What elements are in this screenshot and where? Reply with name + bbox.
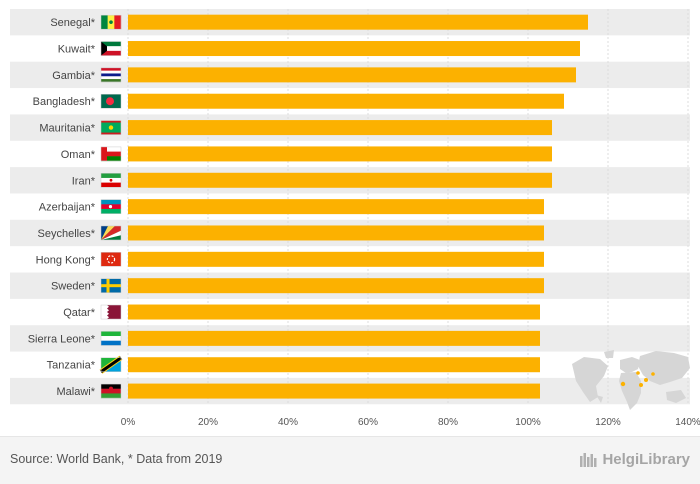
category-label: Iran* (72, 175, 96, 187)
library-books-icon (580, 453, 597, 467)
x-tick-label: 80% (438, 417, 458, 428)
category-label: Seychelles* (38, 228, 96, 240)
brand-logo: HelgiLibrary (579, 448, 690, 470)
bar (128, 93, 564, 109)
category-label: Oman* (61, 149, 96, 161)
bar (128, 357, 540, 373)
x-tick-label: 60% (358, 417, 378, 428)
bar (128, 251, 544, 267)
world-map-icon (572, 350, 690, 410)
bar (128, 199, 544, 215)
seychelles-flag-icon (100, 225, 122, 241)
senegal-flag-icon (100, 14, 122, 30)
kuwait-flag-icon (100, 41, 122, 56)
category-label: Gambia* (52, 70, 96, 82)
category-label: Tanzania* (47, 360, 96, 372)
x-tick-label: 0% (121, 417, 136, 428)
bar (128, 14, 588, 30)
category-label: Bangladesh* (33, 96, 96, 108)
bar (128, 172, 552, 188)
category-label: Azerbaijan* (39, 202, 96, 214)
x-tick-label: 40% (278, 417, 298, 428)
malawi-flag-icon (100, 383, 122, 399)
brand-name: HelgiLibrary (602, 450, 690, 468)
category-label: Malawi* (56, 386, 95, 398)
bar (128, 120, 552, 136)
mauritania-flag-icon (100, 120, 122, 135)
x-tick-label: 20% (198, 417, 218, 428)
bar (128, 67, 576, 83)
x-tick-label: 100% (515, 417, 541, 428)
chart-footer: Source: World Bank, * Data from 2019 Hel… (0, 436, 700, 484)
qatar-flag-icon (100, 304, 122, 320)
category-label: Qatar* (63, 307, 96, 319)
bar (128, 41, 580, 57)
bar (128, 383, 540, 399)
source-note: Source: World Bank, * Data from 2019 (10, 452, 223, 466)
category-label: Hong Kong* (36, 254, 96, 266)
gambia-flag-icon (100, 67, 122, 83)
bar (128, 330, 540, 346)
bar (128, 278, 544, 294)
bar-chart: Senegal* Kuwait* Gambia* Bangladesh* Maurita… (10, 9, 700, 428)
sierra-leone-flag-icon (100, 331, 122, 346)
bangladesh-flag-icon (100, 93, 122, 109)
sweden-flag-icon (100, 278, 122, 293)
bar (128, 304, 540, 320)
oman-flag-icon (100, 146, 122, 162)
hong-kong-flag-icon (100, 252, 122, 267)
x-tick-label: 120% (595, 417, 621, 428)
category-label: Mauritania* (39, 123, 95, 135)
category-label: Sweden* (51, 281, 96, 293)
bar (128, 146, 552, 162)
x-tick-label: 140% (675, 417, 700, 428)
category-label: Sierra Leone* (28, 333, 96, 345)
category-label: Kuwait* (58, 44, 96, 56)
iran-flag-icon (100, 173, 122, 188)
azerbaijan-flag-icon (100, 199, 122, 214)
category-label: Senegal* (50, 17, 95, 29)
bar (128, 225, 544, 241)
tanzania-flag-icon (99, 355, 123, 374)
